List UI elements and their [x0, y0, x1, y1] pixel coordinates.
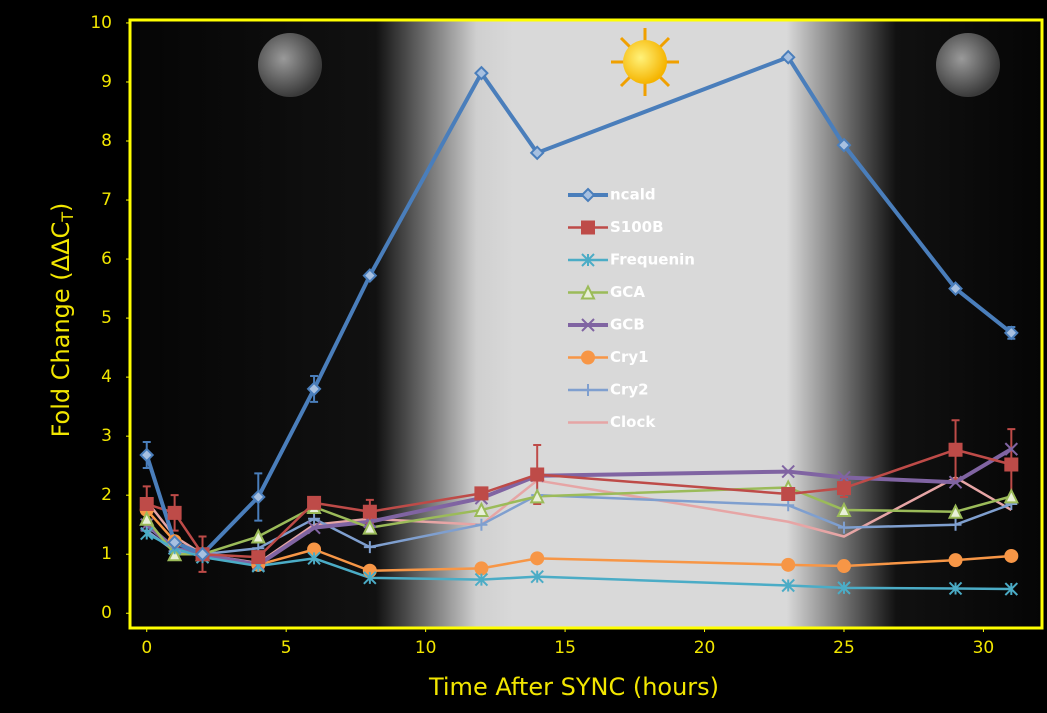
y-axis-label-text: Fold Change (ΔΔC	[47, 222, 75, 438]
y-axis-label-suffix: )	[47, 203, 75, 212]
moon-icon	[936, 33, 1000, 97]
x-tick-label: 10	[415, 638, 437, 658]
marker	[582, 352, 594, 364]
marker	[364, 506, 376, 518]
x-tick-label: 30	[973, 638, 995, 658]
legend-label: ncald	[610, 186, 656, 204]
y-tick-label: 0	[101, 603, 112, 623]
marker	[308, 497, 320, 509]
marker	[582, 222, 594, 234]
legend-label: Clock	[610, 413, 656, 431]
y-tick-label: 5	[101, 308, 112, 328]
legend-label: GCB	[610, 316, 645, 334]
moon-icon	[258, 33, 322, 97]
marker	[169, 507, 181, 519]
y-tick-label: 7	[101, 190, 112, 210]
marker	[838, 482, 850, 494]
x-tick-label: 5	[281, 638, 292, 658]
x-tick-label: 0	[141, 638, 152, 658]
legend-label: Cry2	[610, 381, 649, 399]
marker	[950, 554, 962, 566]
y-tick-label: 6	[101, 249, 112, 269]
y-axis-label: Fold Change (ΔΔCT)	[47, 203, 77, 438]
marker	[475, 487, 487, 499]
chart: Time After SYNC (hours) Fold Change (ΔΔC…	[0, 0, 1047, 713]
marker	[950, 444, 962, 456]
marker	[1005, 550, 1017, 562]
marker	[782, 488, 794, 500]
marker	[252, 551, 264, 563]
y-tick-label: 9	[101, 72, 112, 92]
marker	[531, 552, 543, 564]
legend-label: Cry1	[610, 348, 649, 366]
legend-label: GCA	[610, 283, 645, 301]
y-axis-label-subscript: T	[58, 212, 77, 223]
y-tick-label: 8	[101, 131, 112, 151]
y-tick-label: 2	[101, 485, 112, 505]
marker	[838, 560, 850, 572]
marker	[475, 562, 487, 574]
x-tick-label: 25	[833, 638, 855, 658]
sun-icon	[611, 28, 679, 96]
legend-label: S100B	[610, 218, 664, 236]
marker	[782, 559, 794, 571]
marker	[1005, 458, 1017, 470]
x-tick-label: 20	[694, 638, 716, 658]
y-tick-label: 1	[101, 544, 112, 564]
marker	[531, 469, 543, 481]
x-tick-label: 15	[554, 638, 576, 658]
y-tick-label: 4	[101, 367, 112, 387]
marker	[141, 498, 153, 510]
legend-label: Frequenin	[610, 251, 695, 269]
y-tick-label: 3	[101, 426, 112, 446]
x-axis-label: Time After SYNC (hours)	[428, 673, 719, 701]
y-tick-label: 10	[90, 13, 112, 33]
